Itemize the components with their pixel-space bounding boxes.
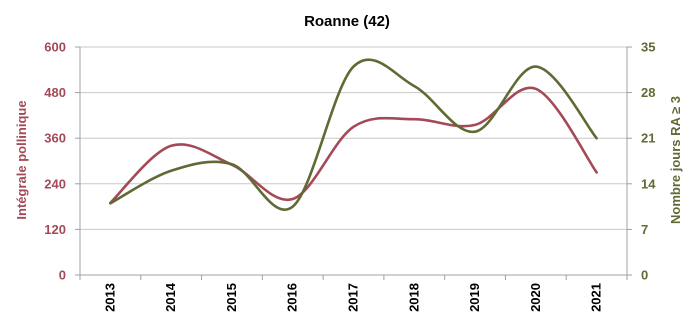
gridlines bbox=[80, 46, 627, 230]
series-lines bbox=[109, 58, 598, 211]
x-tick-label: 2018 bbox=[406, 283, 421, 312]
y-axis-right-label: Nombre jours RA ≥ 3 bbox=[668, 96, 683, 224]
y-right-tick-label: 21 bbox=[641, 131, 655, 146]
tick-labels: 0 0 120 7 240 14 360 21 480 28 600 35 2013 2014 2015 20… bbox=[44, 40, 656, 312]
y-left-tick-label: 120 bbox=[44, 222, 66, 237]
axes bbox=[75, 46, 632, 280]
chart-title: Roanne (42) bbox=[304, 13, 390, 30]
y-left-tick-label: 480 bbox=[44, 85, 66, 100]
x-tick-label: 2021 bbox=[589, 283, 604, 312]
x-tick-label: 2017 bbox=[346, 283, 361, 312]
y-right-tick-label: 0 bbox=[641, 268, 648, 283]
x-tick-label: 2016 bbox=[285, 283, 300, 312]
y-right-tick-label: 14 bbox=[641, 176, 656, 191]
x-tick-label: 2020 bbox=[528, 283, 543, 312]
y-left-tick-label: 600 bbox=[44, 40, 66, 55]
y-right-tick-label: 7 bbox=[641, 222, 648, 237]
series-line-left-axis bbox=[109, 86, 598, 205]
x-tick-label: 2014 bbox=[163, 282, 178, 312]
x-tick-label: 2015 bbox=[224, 283, 239, 312]
y-right-tick-label: 35 bbox=[641, 40, 655, 55]
x-tick-label: 2013 bbox=[102, 283, 117, 312]
y-left-tick-label: 0 bbox=[59, 268, 66, 283]
y-left-tick-label: 360 bbox=[44, 131, 66, 146]
x-tick-label: 2019 bbox=[467, 283, 482, 312]
y-right-tick-label: 28 bbox=[641, 85, 655, 100]
y-axis-left-label: Intégrale pollinique bbox=[14, 100, 29, 219]
y-left-tick-label: 240 bbox=[44, 176, 66, 191]
series-line-right-axis bbox=[109, 58, 598, 211]
